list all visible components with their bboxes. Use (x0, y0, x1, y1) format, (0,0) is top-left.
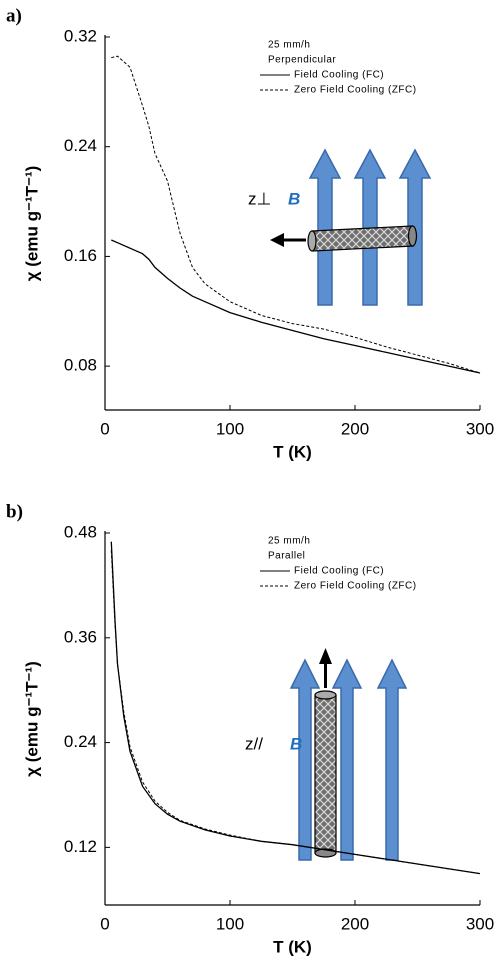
inset-b (289, 648, 408, 861)
inset-label: B (288, 189, 300, 208)
y-tick-label: 0.32 (64, 26, 97, 45)
y-tick-label: 0.12 (64, 837, 97, 856)
annotation: 25 mm/h (268, 40, 310, 51)
x-tick-label: 0 (100, 419, 109, 438)
panel-label: b) (6, 501, 23, 522)
y-axis-title: χ (emu g⁻¹T⁻¹) (22, 661, 41, 777)
x-tick-label: 200 (341, 914, 369, 933)
y-tick-label: 0.24 (64, 136, 97, 155)
data-line (111, 239, 481, 374)
y-tick-label: 0.16 (64, 246, 97, 265)
inset-label: z⊥ (248, 189, 271, 208)
annotation: 25 mm/h (268, 536, 310, 547)
y-axis-title: χ (emu g⁻¹T⁻¹) (22, 166, 41, 282)
x-axis-title: T (K) (273, 442, 312, 461)
x-tick-label: 200 (341, 419, 369, 438)
inset-label: B (290, 734, 302, 753)
y-tick-label: 0.48 (64, 522, 97, 541)
data-line (111, 55, 481, 374)
x-tick-label: 100 (216, 419, 244, 438)
x-tick-label: 100 (216, 914, 244, 933)
x-axis-title: T (K) (273, 937, 312, 956)
y-tick-label: 0.36 (64, 627, 97, 646)
inset-a (270, 148, 432, 306)
data-line (110, 550, 481, 875)
annotation: Parallel (268, 551, 305, 562)
legend-label: Field Cooling (FC) (294, 70, 384, 81)
legend-label: Field Cooling (FC) (294, 566, 384, 577)
legend-label: Zero Field Cooling (ZFC) (294, 85, 417, 96)
panel-label: a) (6, 5, 22, 26)
y-tick-label: 0.24 (64, 732, 97, 751)
annotation: Perpendicular (268, 55, 336, 66)
y-tick-label: 0.08 (64, 356, 97, 375)
legend-label: Zero Field Cooling (ZFC) (294, 581, 417, 592)
x-tick-label: 0 (100, 914, 109, 933)
inset-label: z// (245, 734, 263, 753)
x-tick-label: 300 (466, 419, 494, 438)
x-tick-label: 300 (466, 914, 494, 933)
